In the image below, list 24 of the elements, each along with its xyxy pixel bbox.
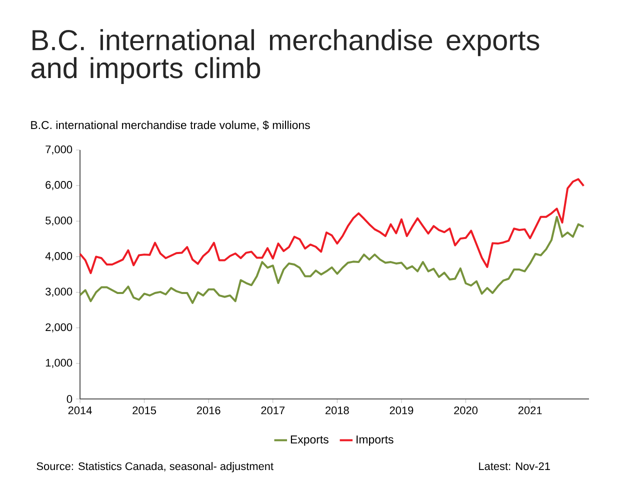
source-note: Source: Statistics Canada, seasonal- adjustment	[36, 462, 274, 472]
x-tick-label: 2021	[518, 406, 542, 414]
y-tick-label: 0	[66, 395, 72, 403]
x-tick-label: 2018	[326, 406, 349, 414]
x-tick-label: 2015	[132, 406, 156, 414]
x-tick-label: 2019	[390, 406, 414, 414]
y-tick-label: 6,000	[46, 181, 72, 190]
line-series	[79, 216, 585, 304]
x-tick-label: 2014	[68, 406, 92, 414]
y-axis-title: B.C. international merchandise trade volume, $ millions	[31, 120, 310, 130]
y-tick-label: 3,000	[46, 288, 72, 297]
x-tick-label: 2017	[261, 406, 285, 414]
y-tick-label: 5,000	[46, 216, 72, 226]
legend-label: Exports	[290, 436, 328, 446]
y-tick-label: 4,000	[45, 252, 72, 262]
chart-title: B.C. international merchandise exports and imports climb	[31, 29, 540, 84]
x-tick-label: 2020	[454, 406, 478, 414]
y-tick-label: 7,000	[46, 145, 72, 155]
legend-label: Imports	[356, 436, 394, 446]
line-series	[79, 178, 585, 274]
x-tick-label: 2016	[196, 406, 220, 414]
y-tick-label: 1,000	[46, 358, 72, 368]
text: Latest: Nov-21	[479, 462, 550, 470]
y-tick-label: 2,000	[46, 323, 72, 332]
